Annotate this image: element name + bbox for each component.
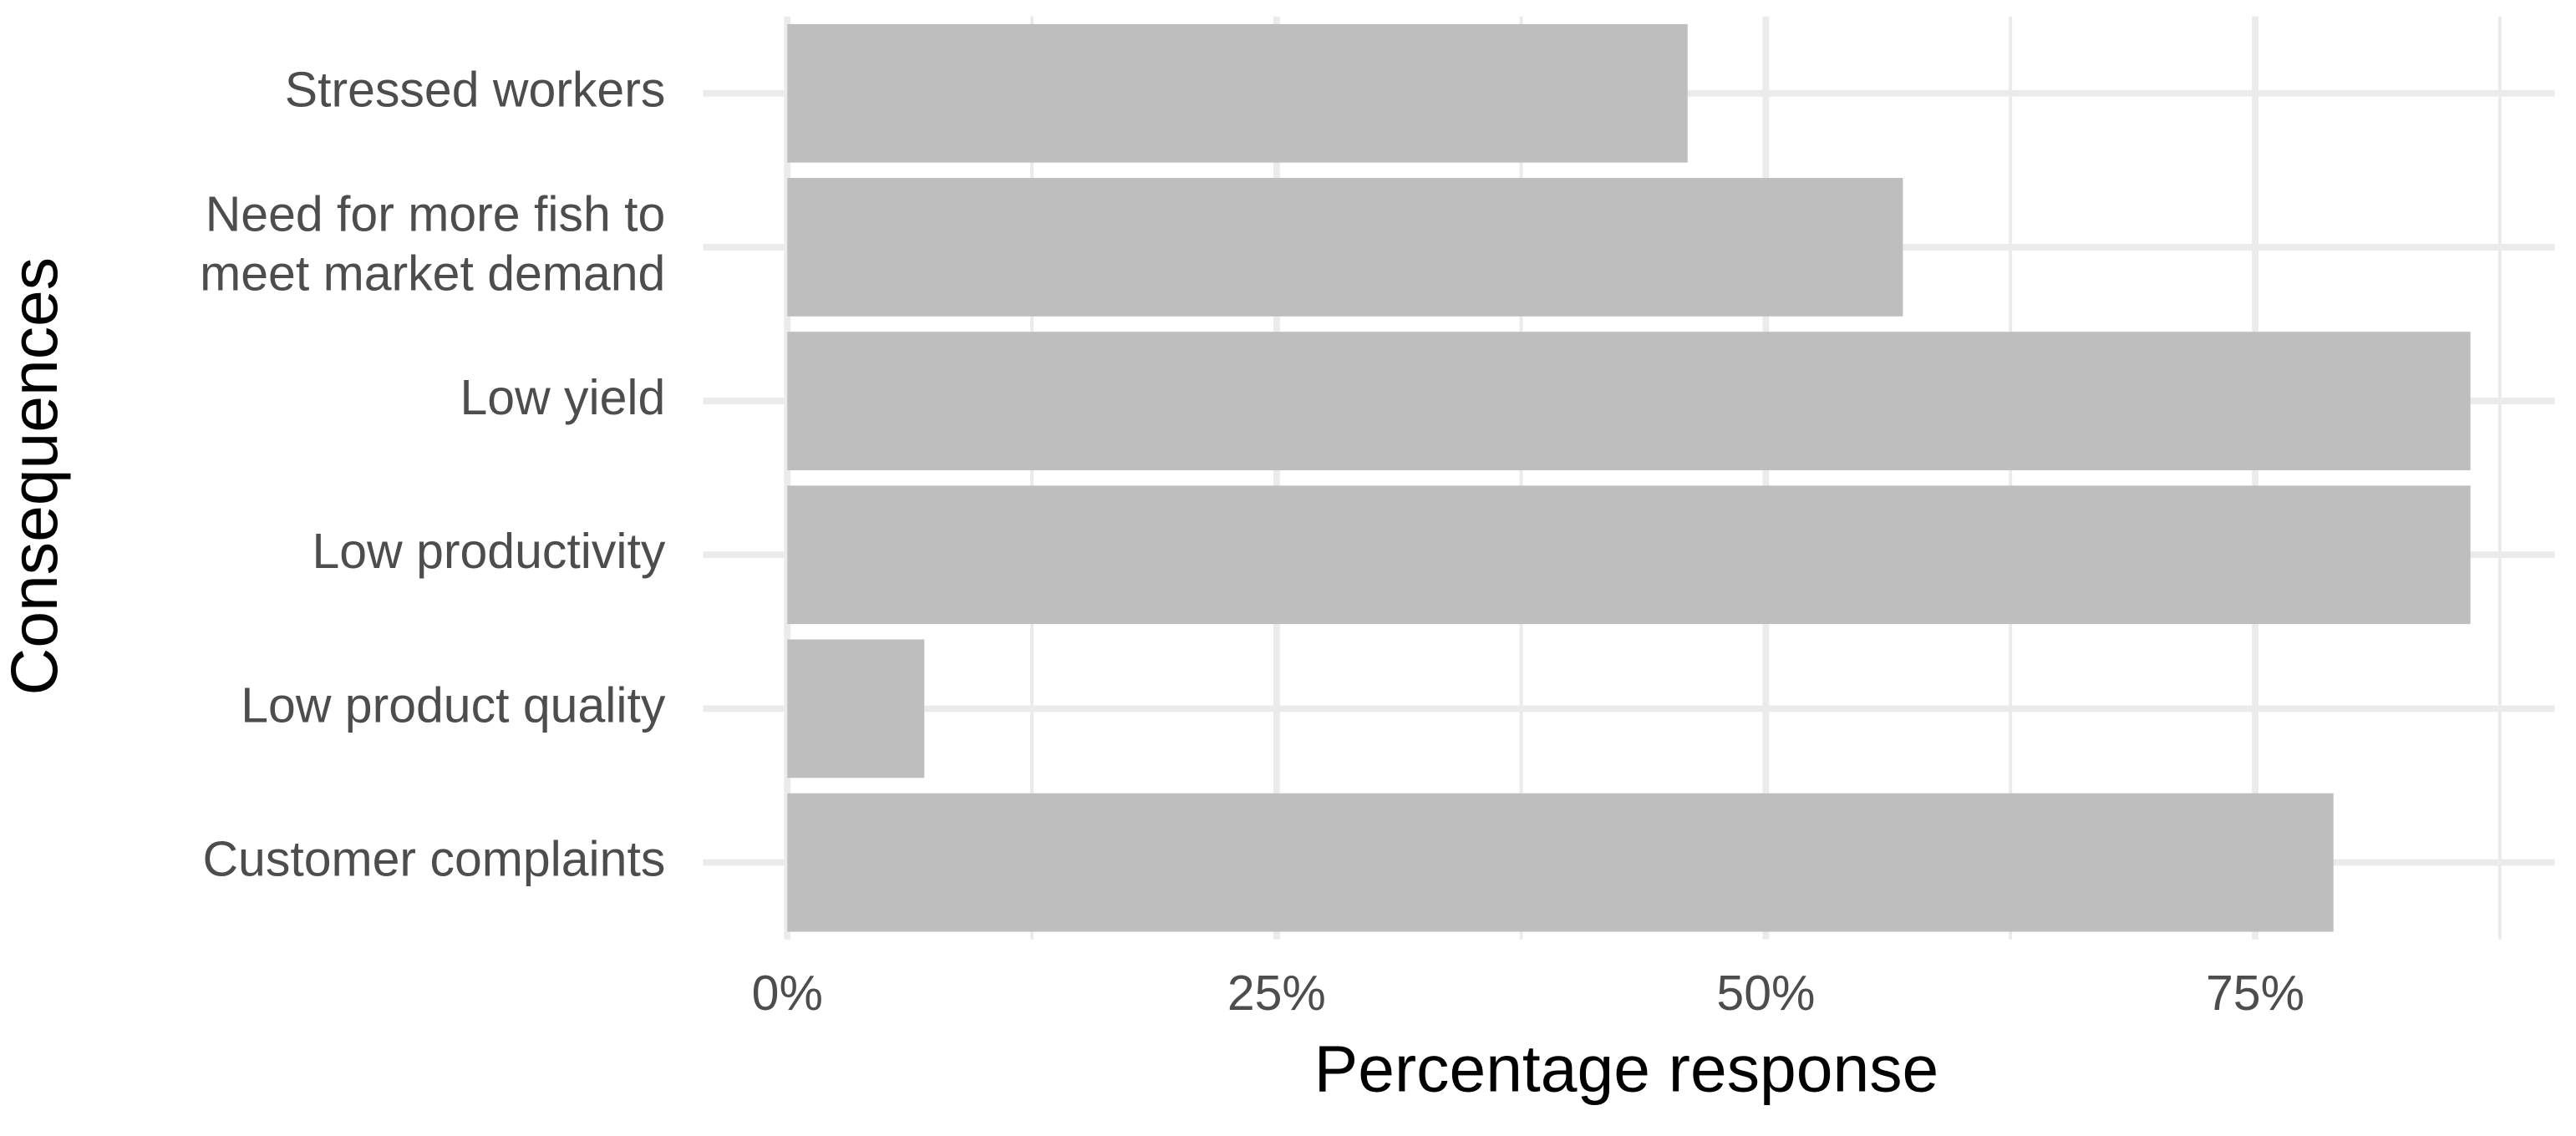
y-axis-title: Consequences — [0, 257, 71, 696]
y-tick-label: Low productivity — [312, 525, 666, 579]
bar — [787, 23, 1688, 163]
y-tick-label: Stressed workers — [285, 63, 666, 117]
bar — [787, 332, 2471, 470]
bar — [787, 793, 2334, 932]
bar — [787, 178, 1903, 317]
x-tick-label: 0% — [752, 966, 823, 1021]
y-tick-label: Need for more fish to meet market demand — [200, 187, 665, 301]
x-tick-label: 50% — [1716, 966, 1815, 1021]
y-tick-label: Low yield — [460, 371, 665, 425]
x-axis-title: Percentage response — [1314, 1032, 1938, 1106]
bar — [787, 639, 925, 778]
x-tick-label: 75% — [2206, 966, 2304, 1021]
y-tick-label: Customer complaints — [202, 832, 665, 886]
x-tick-label: 25% — [1227, 966, 1326, 1021]
y-tick-label: Low product quality — [241, 678, 666, 733]
bar — [787, 485, 2471, 625]
